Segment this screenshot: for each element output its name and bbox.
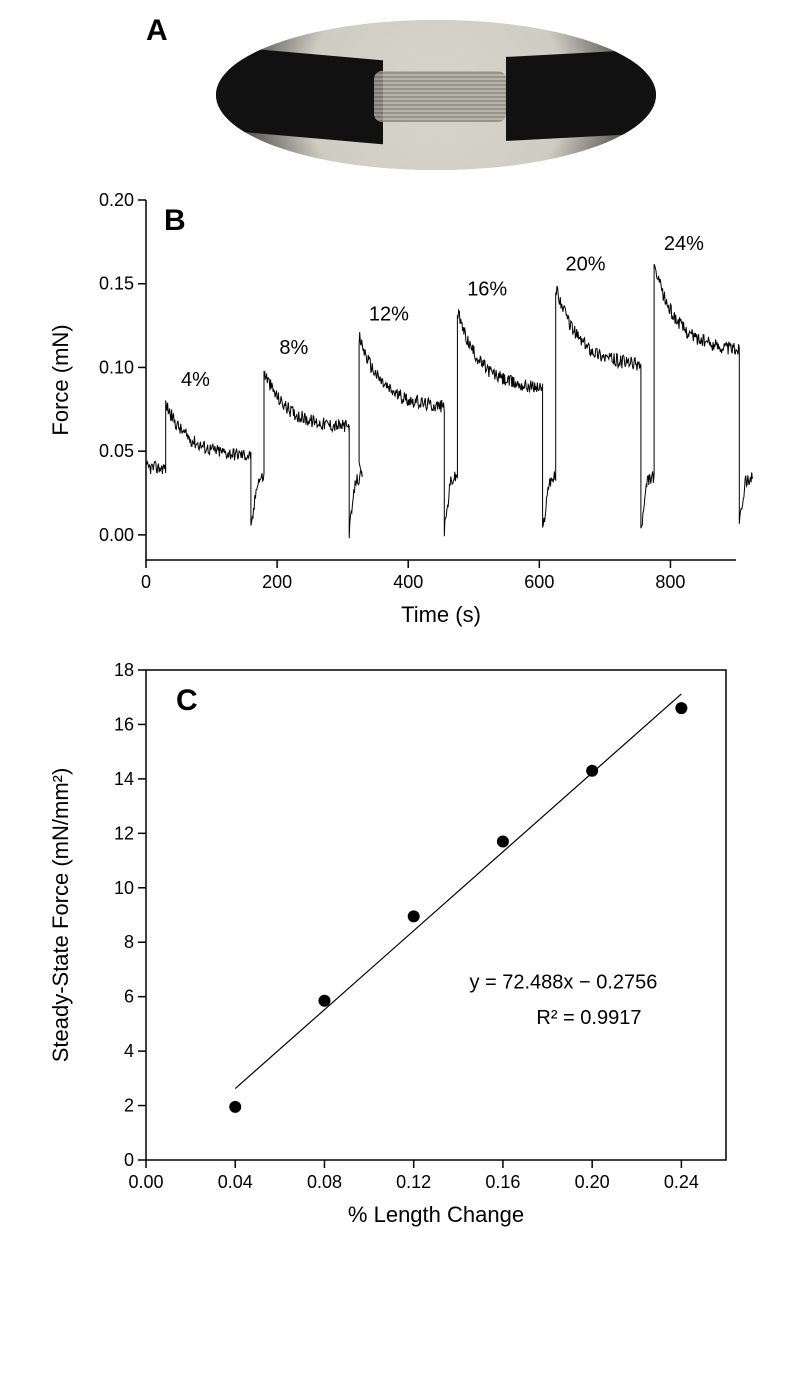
- panel-c-point: [675, 702, 687, 714]
- panel-a: A: [76, 20, 716, 170]
- panel-c-ylabel: Steady-State Force (mN/mm²): [48, 768, 73, 1063]
- panel-c-xtick-label: 0.16: [485, 1172, 520, 1192]
- panel-b-trace: [146, 264, 752, 538]
- panel-b-step-label: 8%: [279, 337, 308, 359]
- panel-b-xtick-label: 200: [262, 572, 292, 592]
- panel-a-letter: A: [146, 14, 168, 48]
- panel-b-step-label: 12%: [369, 304, 409, 326]
- panel-c-point: [318, 995, 330, 1007]
- micrograph-tissue: [374, 71, 506, 122]
- panel-c-equation: y = 72.488x − 0.2756: [469, 972, 657, 994]
- panel-c-point: [229, 1101, 241, 1113]
- panel-b-ytick-label: 0.10: [99, 357, 134, 377]
- panel-b-xtick-label: 600: [524, 572, 554, 592]
- panel-c-xtick-label: 0.24: [664, 1172, 699, 1192]
- panel-c-point: [408, 910, 420, 922]
- panel-c: 0 2 4 6 8 10 12 14 16 18 0.00 0.04 0.08 0.12 0.16 0.20 0…: [36, 650, 756, 1240]
- micrograph-left-clip: [216, 46, 383, 145]
- panel-a-micrograph: [216, 20, 656, 170]
- panel-b-xtick-label: 0: [141, 572, 151, 592]
- panel-c-xtick-label: 0.04: [218, 1172, 253, 1192]
- panel-c-ytick-label: 14: [114, 769, 134, 789]
- panel-c-xtick-label: 0.00: [128, 1172, 163, 1192]
- panel-c-ytick-label: 0: [124, 1150, 134, 1170]
- panel-b-ytick-label: 0.05: [99, 441, 134, 461]
- panel-b-xtick-label: 800: [655, 572, 685, 592]
- panel-c-xtick-label: 0.08: [307, 1172, 342, 1192]
- panel-c-xtick-label: 0.12: [396, 1172, 431, 1192]
- panel-c-r2: R² = 0.9917: [536, 1007, 641, 1029]
- panel-b-step-label: 20%: [566, 253, 606, 275]
- panel-c-ytick-label: 10: [114, 878, 134, 898]
- panel-c-fit-line: [235, 694, 681, 1089]
- panel-c-xlabel: % Length Change: [348, 1202, 524, 1227]
- panel-b: 0.00 0.05 0.10 0.15 0.20 0 200 400 600 800 Time (s…: [36, 180, 756, 640]
- panel-b-letter: B: [164, 204, 186, 237]
- panel-b-step-label: 24%: [664, 233, 704, 255]
- panel-c-point: [497, 836, 509, 848]
- panel-b-xtick-label: 400: [393, 572, 423, 592]
- panel-c-ytick-label: 16: [114, 714, 134, 734]
- panel-c-border: [146, 670, 726, 1160]
- panel-c-ytick-label: 12: [114, 823, 134, 843]
- panel-b-ytick-label: 0.20: [99, 190, 134, 210]
- panel-c-svg: 0 2 4 6 8 10 12 14 16 18 0.00 0.04 0.08 0.12 0.16 0.20 0…: [36, 650, 756, 1240]
- panel-b-xlabel: Time (s): [401, 602, 481, 627]
- panel-b-step-label: 4%: [181, 369, 210, 391]
- panel-c-letter: C: [176, 684, 198, 717]
- panel-c-ytick-label: 18: [114, 660, 134, 680]
- panel-b-axes: [146, 200, 736, 560]
- panel-c-ytick-label: 2: [124, 1096, 134, 1116]
- figure-column: A 0.00 0.05 0.10 0.15 0.20 0 200 400 600 800 Time …: [20, 20, 772, 1240]
- panel-c-ytick-label: 6: [124, 987, 134, 1007]
- panel-b-ytick-label: 0.15: [99, 274, 134, 294]
- micrograph-right-clip: [506, 49, 656, 141]
- panel-c-ytick-label: 8: [124, 932, 134, 952]
- panel-c-ytick-label: 4: [124, 1041, 134, 1061]
- panel-c-xtick-label: 0.20: [575, 1172, 610, 1192]
- panel-b-step-label: 16%: [467, 278, 507, 300]
- panel-b-ytick-label: 0.00: [99, 525, 134, 545]
- panel-b-svg: 0.00 0.05 0.10 0.15 0.20 0 200 400 600 800 Time (s…: [36, 180, 756, 640]
- panel-c-point: [586, 765, 598, 777]
- panel-b-ylabel: Force (mN): [48, 324, 73, 435]
